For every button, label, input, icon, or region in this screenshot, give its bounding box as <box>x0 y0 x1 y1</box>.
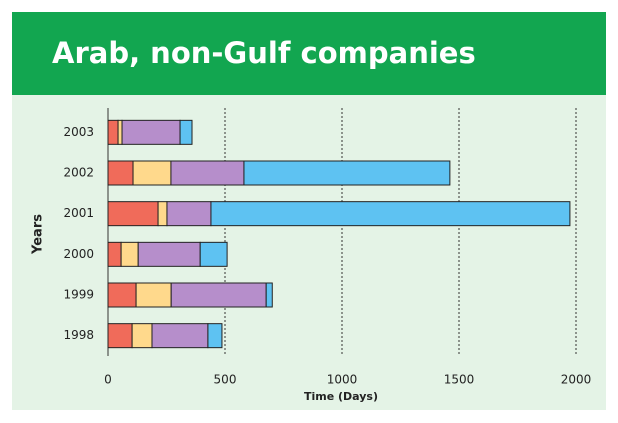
header: Arab, non-Gulf companies <box>12 12 606 95</box>
bar-segment <box>137 241 201 267</box>
y-tick-label: 2000 <box>63 247 94 261</box>
bar-segment <box>121 119 181 145</box>
bar-segment <box>210 201 571 227</box>
bar-segment <box>199 241 228 267</box>
x-tick-label: 1000 <box>327 373 358 387</box>
y-tick-label: 2001 <box>63 206 94 220</box>
y-tick-label: 1998 <box>63 328 94 342</box>
bar-segment <box>170 282 267 308</box>
x-tick-label: 500 <box>214 373 237 387</box>
bar-segment <box>107 160 134 186</box>
bar-segment <box>135 282 172 308</box>
y-tick-label: 1999 <box>63 288 94 302</box>
bar-segment <box>107 241 122 267</box>
y-tick-label: 2002 <box>63 166 94 180</box>
bar-segment <box>107 282 137 308</box>
bar-segment <box>107 119 119 145</box>
bar-segment <box>166 201 212 227</box>
bar-segment <box>107 323 133 349</box>
y-axis-label: Years <box>31 214 46 255</box>
bar-segment <box>157 201 168 227</box>
bar-segment <box>170 160 245 186</box>
bar-segment <box>132 160 172 186</box>
bar-segment <box>243 160 451 186</box>
chart-title: Arab, non-Gulf companies <box>52 36 476 70</box>
x-tick-label: 0 <box>104 373 112 387</box>
x-tick-label: 2000 <box>561 373 592 387</box>
bar-segment <box>265 282 273 308</box>
bar-segment <box>179 119 193 145</box>
y-tick-label: 2003 <box>63 125 94 139</box>
bar-segment <box>120 241 139 267</box>
bar-segment <box>117 119 123 145</box>
bar-segment <box>207 323 223 349</box>
x-tick-label: 1500 <box>444 373 475 387</box>
x-axis-label: Time (Days) <box>304 390 378 403</box>
bar-segment <box>107 201 159 227</box>
bar-segment <box>131 323 153 349</box>
bar-segment <box>151 323 209 349</box>
